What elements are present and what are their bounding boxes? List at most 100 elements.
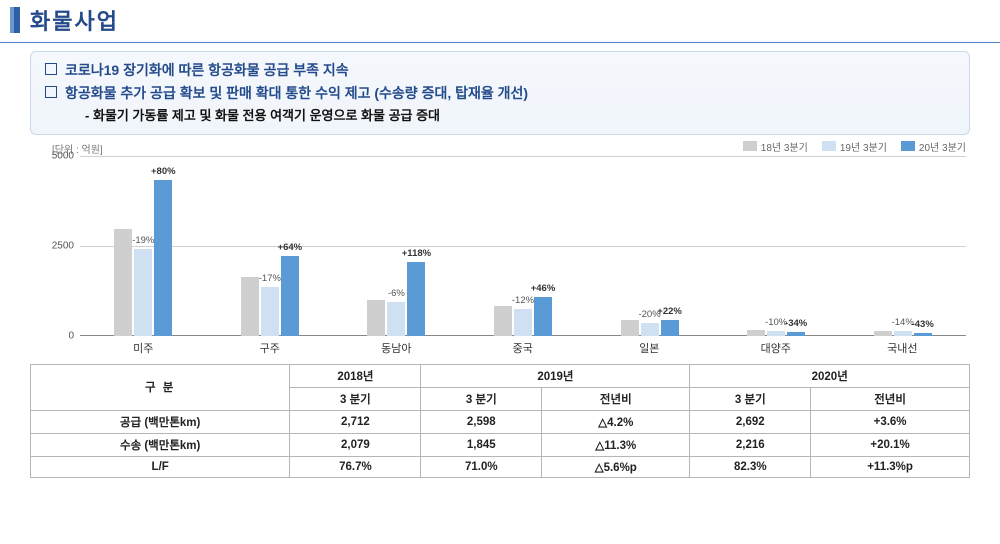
bar-label-yoy1: -12%: [512, 295, 534, 306]
checkbox-icon: [45, 86, 57, 98]
bar-2019: -20%: [641, 323, 659, 335]
table-cell: △4.2%: [542, 410, 690, 433]
legend-item: 20년 3분기: [901, 139, 966, 154]
row-label: 수송 (백만톤km): [31, 433, 290, 456]
bar-2019: -19%: [134, 249, 152, 335]
legend-item: 18년 3분기: [743, 139, 808, 154]
table-row: 수송 (백만톤km)2,0791,845△11.3%2,216+20.1%: [31, 433, 970, 456]
page-header: 화물사업: [0, 0, 1000, 43]
x-category-label: 미주: [80, 340, 207, 356]
bar-2018: [114, 229, 132, 336]
bar-2019: -6%: [387, 302, 405, 336]
col-2018-header: 2018년: [290, 364, 421, 387]
gridline: [80, 246, 966, 247]
bar-label-yoy2: +22%: [657, 306, 682, 317]
chart-plot: 025005000-19%+80%-17%+64%-6%+118%-12%+46…: [80, 156, 966, 336]
bar-label-yoy2: +46%: [531, 283, 556, 294]
x-category-label: 일본: [586, 340, 713, 356]
bar-2020: +64%: [281, 256, 299, 335]
col-q3-header: 3 분기: [290, 387, 421, 410]
y-tick-label: 5000: [38, 150, 74, 161]
x-category-label: 중국: [460, 340, 587, 356]
table-row: 공급 (백만톤km)2,7122,598△4.2%2,692+3.6%: [31, 410, 970, 433]
bar-2018: [747, 330, 765, 335]
table-cell: 2,598: [421, 410, 542, 433]
bar-group: -10%-34%: [726, 330, 827, 335]
row-label: 공급 (백만톤km): [31, 410, 290, 433]
gridline: [80, 156, 966, 157]
summary-sub-1: - 화물기 가동률 제고 및 화물 전용 여객기 운영으로 화물 공급 증대: [85, 106, 955, 126]
table-body: 공급 (백만톤km)2,7122,598△4.2%2,692+3.6%수송 (백…: [31, 410, 970, 477]
checkbox-icon: [45, 63, 57, 75]
table-cell: 2,712: [290, 410, 421, 433]
col-yoy-header: 전년비: [811, 387, 970, 410]
col-2019-header: 2019년: [421, 364, 690, 387]
summary-line-2: 항공화물 추가 공급 확보 및 판매 확대 통한 수익 제고 (수송량 증대, …: [45, 83, 955, 104]
bar-2018: [241, 277, 259, 335]
bar-group: -12%+46%: [472, 297, 573, 335]
col-group-header: 구 분: [31, 364, 290, 410]
bar-label-yoy1: -10%: [765, 317, 787, 328]
col-q3-header: 3 분기: [421, 387, 542, 410]
bar-2020: -43%: [914, 333, 932, 335]
bar-group: -19%+80%: [93, 180, 194, 335]
summary-box: 코로나19 장기화에 따른 항공화물 공급 부족 지속 항공화물 추가 공급 확…: [30, 51, 970, 135]
legend-label: 18년 3분기: [761, 139, 808, 154]
bar-group: -17%+64%: [219, 256, 320, 335]
summary-line-1: 코로나19 장기화에 따른 항공화물 공급 부족 지속: [45, 60, 955, 81]
summary-text-1: 코로나19 장기화에 따른 항공화물 공급 부족 지속: [65, 60, 349, 81]
bar-2020: +46%: [534, 297, 552, 335]
col-q3-header: 3 분기: [690, 387, 811, 410]
bar-label-yoy2: -43%: [912, 319, 934, 330]
table-cell: △11.3%: [542, 433, 690, 456]
col-2020-header: 2020년: [690, 364, 970, 387]
bar-2019: -17%: [261, 287, 279, 335]
table-cell: +11.3%p: [811, 456, 970, 477]
x-category-label: 국내선: [839, 340, 966, 356]
bar-label-yoy1: -14%: [892, 317, 914, 328]
bar-label-yoy1: -6%: [388, 288, 405, 299]
bar-group: -6%+118%: [346, 262, 447, 335]
table-cell: △5.6%p: [542, 456, 690, 477]
y-tick-label: 2500: [38, 240, 74, 251]
row-label: L/F: [31, 456, 290, 477]
bar-2020: -34%: [787, 332, 805, 335]
legend-item: 19년 3분기: [822, 139, 887, 154]
col-yoy-header: 전년비: [542, 387, 690, 410]
legend-swatch: [822, 141, 836, 151]
bar-2018: [494, 306, 512, 336]
x-category-label: 대양주: [713, 340, 840, 356]
y-tick-label: 0: [38, 330, 74, 341]
page-title: 화물사업: [30, 4, 119, 36]
table-row: L/F76.7%71.0%△5.6%p82.3%+11.3%p: [31, 456, 970, 477]
x-axis-labels: 미주구주동남아중국일본대양주국내선: [80, 340, 966, 356]
bar-label-yoy2: -34%: [785, 318, 807, 329]
bar-2020: +22%: [661, 320, 679, 335]
bar-2020: +80%: [154, 180, 172, 335]
table-cell: 2,692: [690, 410, 811, 433]
bar-2018: [367, 300, 385, 336]
bar-2018: [874, 331, 892, 336]
legend-swatch: [901, 141, 915, 151]
legend-label: 20년 3분기: [919, 139, 966, 154]
bar-2020: +118%: [407, 262, 425, 335]
x-category-label: 구주: [207, 340, 334, 356]
bar-2019: -10%: [767, 331, 785, 336]
bar-label-yoy1: -19%: [132, 235, 154, 246]
table-cell: +20.1%: [811, 433, 970, 456]
summary-text-2: 항공화물 추가 공급 확보 및 판매 확대 통한 수익 제고 (수송량 증대, …: [65, 83, 528, 104]
data-table: 구 분 2018년 2019년 2020년 3 분기 3 분기 전년비 3 분기…: [30, 364, 970, 478]
table-cell: 71.0%: [421, 456, 542, 477]
table-cell: 82.3%: [690, 456, 811, 477]
bar-2018: [621, 320, 639, 335]
chart-legend: 18년 3분기 19년 3분기 20년 3분기: [743, 139, 966, 154]
table-cell: 76.7%: [290, 456, 421, 477]
bar-label-yoy2: +118%: [402, 248, 431, 259]
x-category-label: 동남아: [333, 340, 460, 356]
bar-group: -20%+22%: [599, 320, 700, 335]
legend-label: 19년 3분기: [840, 139, 887, 154]
bar-label-yoy1: -17%: [259, 273, 281, 284]
table-cell: 1,845: [421, 433, 542, 456]
bar-2019: -14%: [894, 331, 912, 335]
table-cell: +3.6%: [811, 410, 970, 433]
